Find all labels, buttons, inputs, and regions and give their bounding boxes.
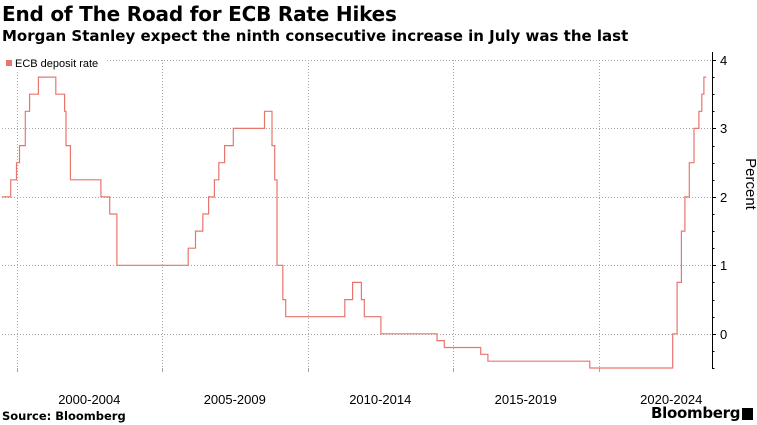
legend-background: [2, 56, 107, 72]
x-tick-label: 2005-2009: [204, 392, 266, 407]
x-tick-label: 2015-2019: [495, 392, 557, 407]
legend: ECB deposit rate: [2, 56, 107, 72]
y-tick-label: 2: [720, 190, 727, 205]
series-lines: [2, 76, 707, 369]
bloomberg-logo: Bloomberg: [651, 404, 741, 422]
chart-subtitle: Morgan Stanley expect the ninth consecut…: [2, 27, 629, 45]
series-line-ecb-deposit-rate: [2, 76, 707, 369]
y-tick-label: 0: [720, 327, 727, 342]
bloomberg-mark-icon: [742, 408, 753, 420]
x-tick-label: 2020-2024: [640, 392, 702, 407]
tick-labels: 0 1 2 3 4 Percent 2000-2004 2005-2009 2010-2014 2…: [58, 53, 757, 407]
legend-swatch: [6, 60, 12, 66]
source-note: Source: Bloomberg: [2, 409, 126, 423]
y-tick-label: 1: [720, 258, 727, 273]
legend-label: ECB deposit rate: [15, 58, 98, 70]
axes: [17, 52, 716, 372]
x-tick-label: 2010-2014: [349, 392, 411, 407]
chart-title: End of The Road for ECB Rate Hikes: [2, 2, 397, 26]
y-tick-label: 3: [720, 121, 727, 136]
grid-lines: [2, 60, 712, 368]
y-axis-title: Percent: [742, 158, 757, 211]
x-tick-label: 2000-2004: [58, 392, 120, 407]
y-tick-label: 4: [720, 53, 727, 68]
